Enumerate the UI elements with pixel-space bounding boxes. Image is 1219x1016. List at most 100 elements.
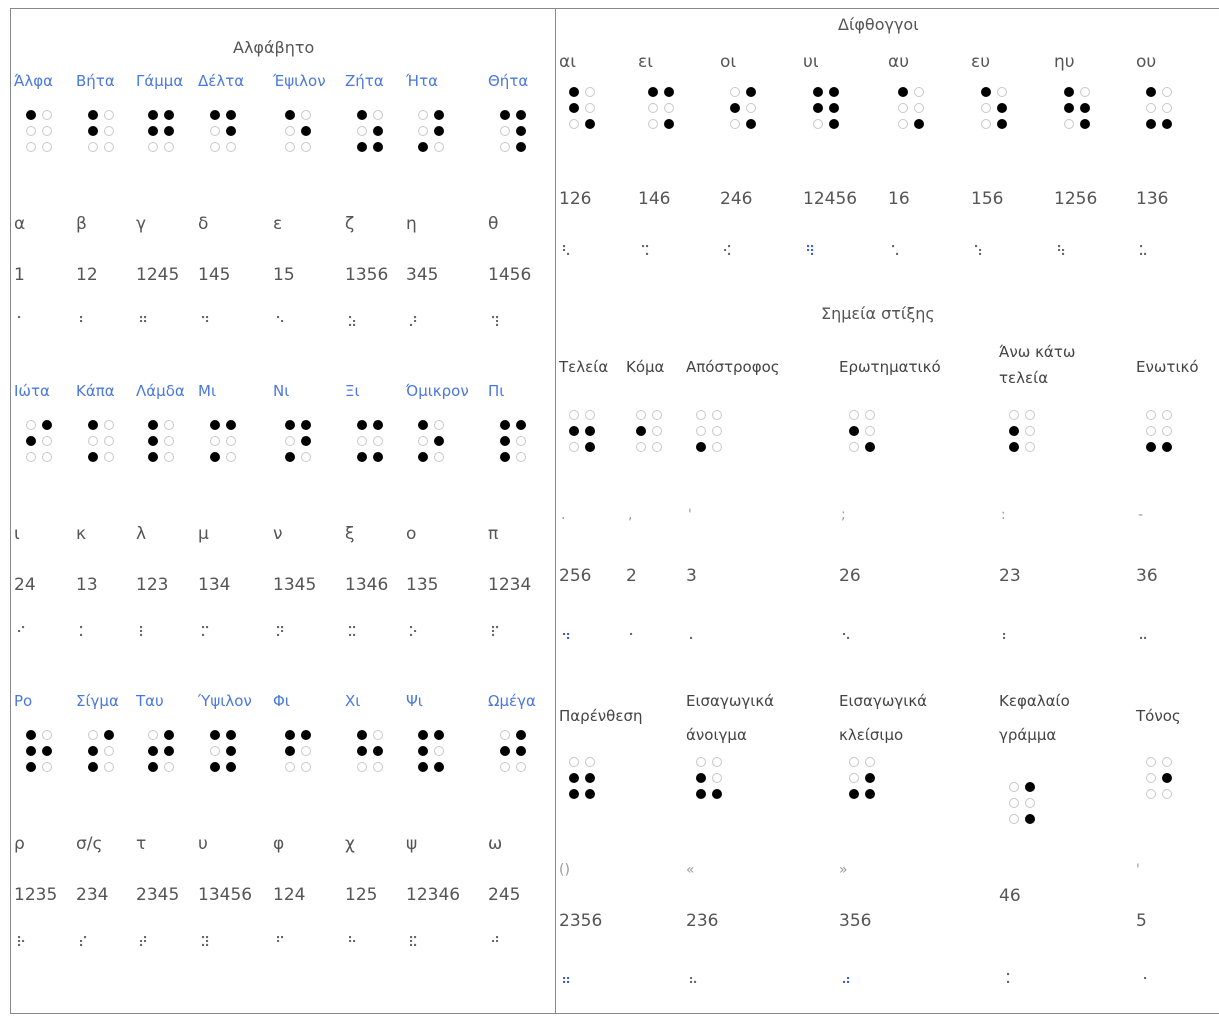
- braille-dot-5: [997, 103, 1007, 113]
- braille-dot-1: [569, 87, 579, 97]
- letter-name: Κάπα: [76, 382, 115, 400]
- braille-dot-5: [226, 126, 236, 136]
- braille-dot-5: [516, 746, 526, 756]
- greek-letter: σ/ς: [76, 834, 103, 854]
- braille-cell: [898, 87, 926, 129]
- braille-dot-3: [648, 119, 658, 129]
- braille-dot-2: [1146, 773, 1156, 783]
- braille-dot-2: [1146, 103, 1156, 113]
- braille-dot-5: [104, 436, 114, 446]
- braille-dot-2: [648, 103, 658, 113]
- braille-dot-2: [418, 126, 428, 136]
- braille-cell: [357, 110, 385, 152]
- braille-dot-4: [301, 110, 311, 120]
- punctuation-title: Σημεία στίξης: [821, 304, 935, 323]
- braille-dot-4: [104, 730, 114, 740]
- diphthongs-punctuation-panel: Δίφθογγοι Σημεία στίξης αι 126 ⠣ ει 146 ⠩ οι 24…: [555, 8, 1219, 1014]
- braille-dot-1: [500, 420, 510, 430]
- braille-dot-6: [712, 789, 722, 799]
- dot-code: 345: [406, 265, 439, 285]
- braille-dot-2: [730, 103, 740, 113]
- braille-dot-5: [434, 436, 444, 446]
- braille-cell: [88, 110, 116, 152]
- braille-glyph: ⠹: [490, 315, 501, 331]
- braille-dot-1: [357, 730, 367, 740]
- greek-letter: ξ: [345, 524, 355, 544]
- braille-dot-3: [285, 142, 295, 152]
- letter-name: Ήτα: [406, 72, 438, 90]
- braille-glyph: ⠭: [347, 625, 358, 641]
- braille-dot-2: [569, 426, 579, 436]
- punctuation-name: Εισαγωγικά άνοιγμα: [686, 692, 775, 744]
- braille-dot-6: [434, 452, 444, 462]
- braille-dot-1: [730, 87, 740, 97]
- braille-dot-6: [516, 762, 526, 772]
- braille-dot-3: [1009, 442, 1019, 452]
- letter-name: Δέλτα: [198, 72, 245, 90]
- braille-dot-4: [585, 410, 595, 420]
- braille-dot-2: [1009, 426, 1019, 436]
- letter-name: Πι: [488, 382, 505, 400]
- braille-dot-4: [1162, 410, 1172, 420]
- braille-dot-1: [418, 420, 428, 430]
- braille-dot-6: [516, 452, 526, 462]
- braille-cell: [1146, 757, 1174, 799]
- braille-dot-1: [1146, 757, 1156, 767]
- dot-code: 1235: [14, 885, 58, 905]
- braille-cell: [1009, 782, 1037, 824]
- braille-dot-6: [1162, 119, 1172, 129]
- braille-dot-5: [226, 436, 236, 446]
- punctuation-name: Άνω κάτω τελεία: [999, 343, 1076, 387]
- braille-glyph: ⠕: [408, 625, 419, 641]
- braille-dot-6: [434, 762, 444, 772]
- braille-dot-4: [434, 420, 444, 430]
- braille-dot-5: [712, 773, 722, 783]
- dot-code: 1234: [488, 575, 532, 595]
- braille-dot-1: [88, 110, 98, 120]
- dot-code: 15: [273, 265, 295, 285]
- braille-dot-4: [746, 87, 756, 97]
- braille-glyph: ⠦: [688, 972, 699, 988]
- braille-dot-3: [285, 762, 295, 772]
- braille-dot-4: [373, 110, 383, 120]
- dot-code: 3: [686, 566, 697, 586]
- letter-name: Σίγμα: [76, 692, 119, 710]
- braille-dot-6: [301, 452, 311, 462]
- braille-dot-5: [301, 126, 311, 136]
- braille-dot-3: [636, 442, 646, 452]
- braille-dot-1: [418, 730, 428, 740]
- greek-letter: ο: [406, 524, 417, 544]
- braille-dot-6: [226, 142, 236, 152]
- braille-dot-3: [148, 452, 158, 462]
- braille-cell: [569, 87, 597, 129]
- braille-cell: [418, 730, 446, 772]
- greek-letter: τ: [136, 834, 147, 854]
- braille-cell: [88, 420, 116, 462]
- punctuation-name: Ενωτικό: [1136, 358, 1199, 376]
- braille-dot-5: [104, 746, 114, 756]
- braille-dot-6: [1162, 442, 1172, 452]
- braille-glyph: ⠲: [561, 628, 572, 644]
- braille-dot-5: [865, 773, 875, 783]
- greek-letter: β: [76, 214, 87, 234]
- braille-glyph: ⠐: [1138, 972, 1149, 988]
- braille-dot-3: [1064, 119, 1074, 129]
- braille-cell: [696, 410, 724, 452]
- braille-dot-6: [829, 119, 839, 129]
- braille-dot-6: [1025, 814, 1035, 824]
- braille-dot-6: [42, 762, 52, 772]
- braille-dot-1: [1146, 87, 1156, 97]
- braille-dot-2: [148, 746, 158, 756]
- dot-code: 12456: [803, 189, 858, 209]
- braille-dot-5: [914, 103, 924, 113]
- letter-name: Φι: [273, 692, 290, 710]
- braille-dot-1: [981, 87, 991, 97]
- braille-dot-3: [696, 789, 706, 799]
- braille-dot-6: [373, 452, 383, 462]
- dot-code: 135: [406, 575, 439, 595]
- braille-glyph: ⠚: [490, 935, 501, 951]
- braille-dot-5: [42, 126, 52, 136]
- braille-dot-6: [585, 442, 595, 452]
- braille-dot-1: [500, 730, 510, 740]
- punctuation-char: .: [561, 507, 566, 523]
